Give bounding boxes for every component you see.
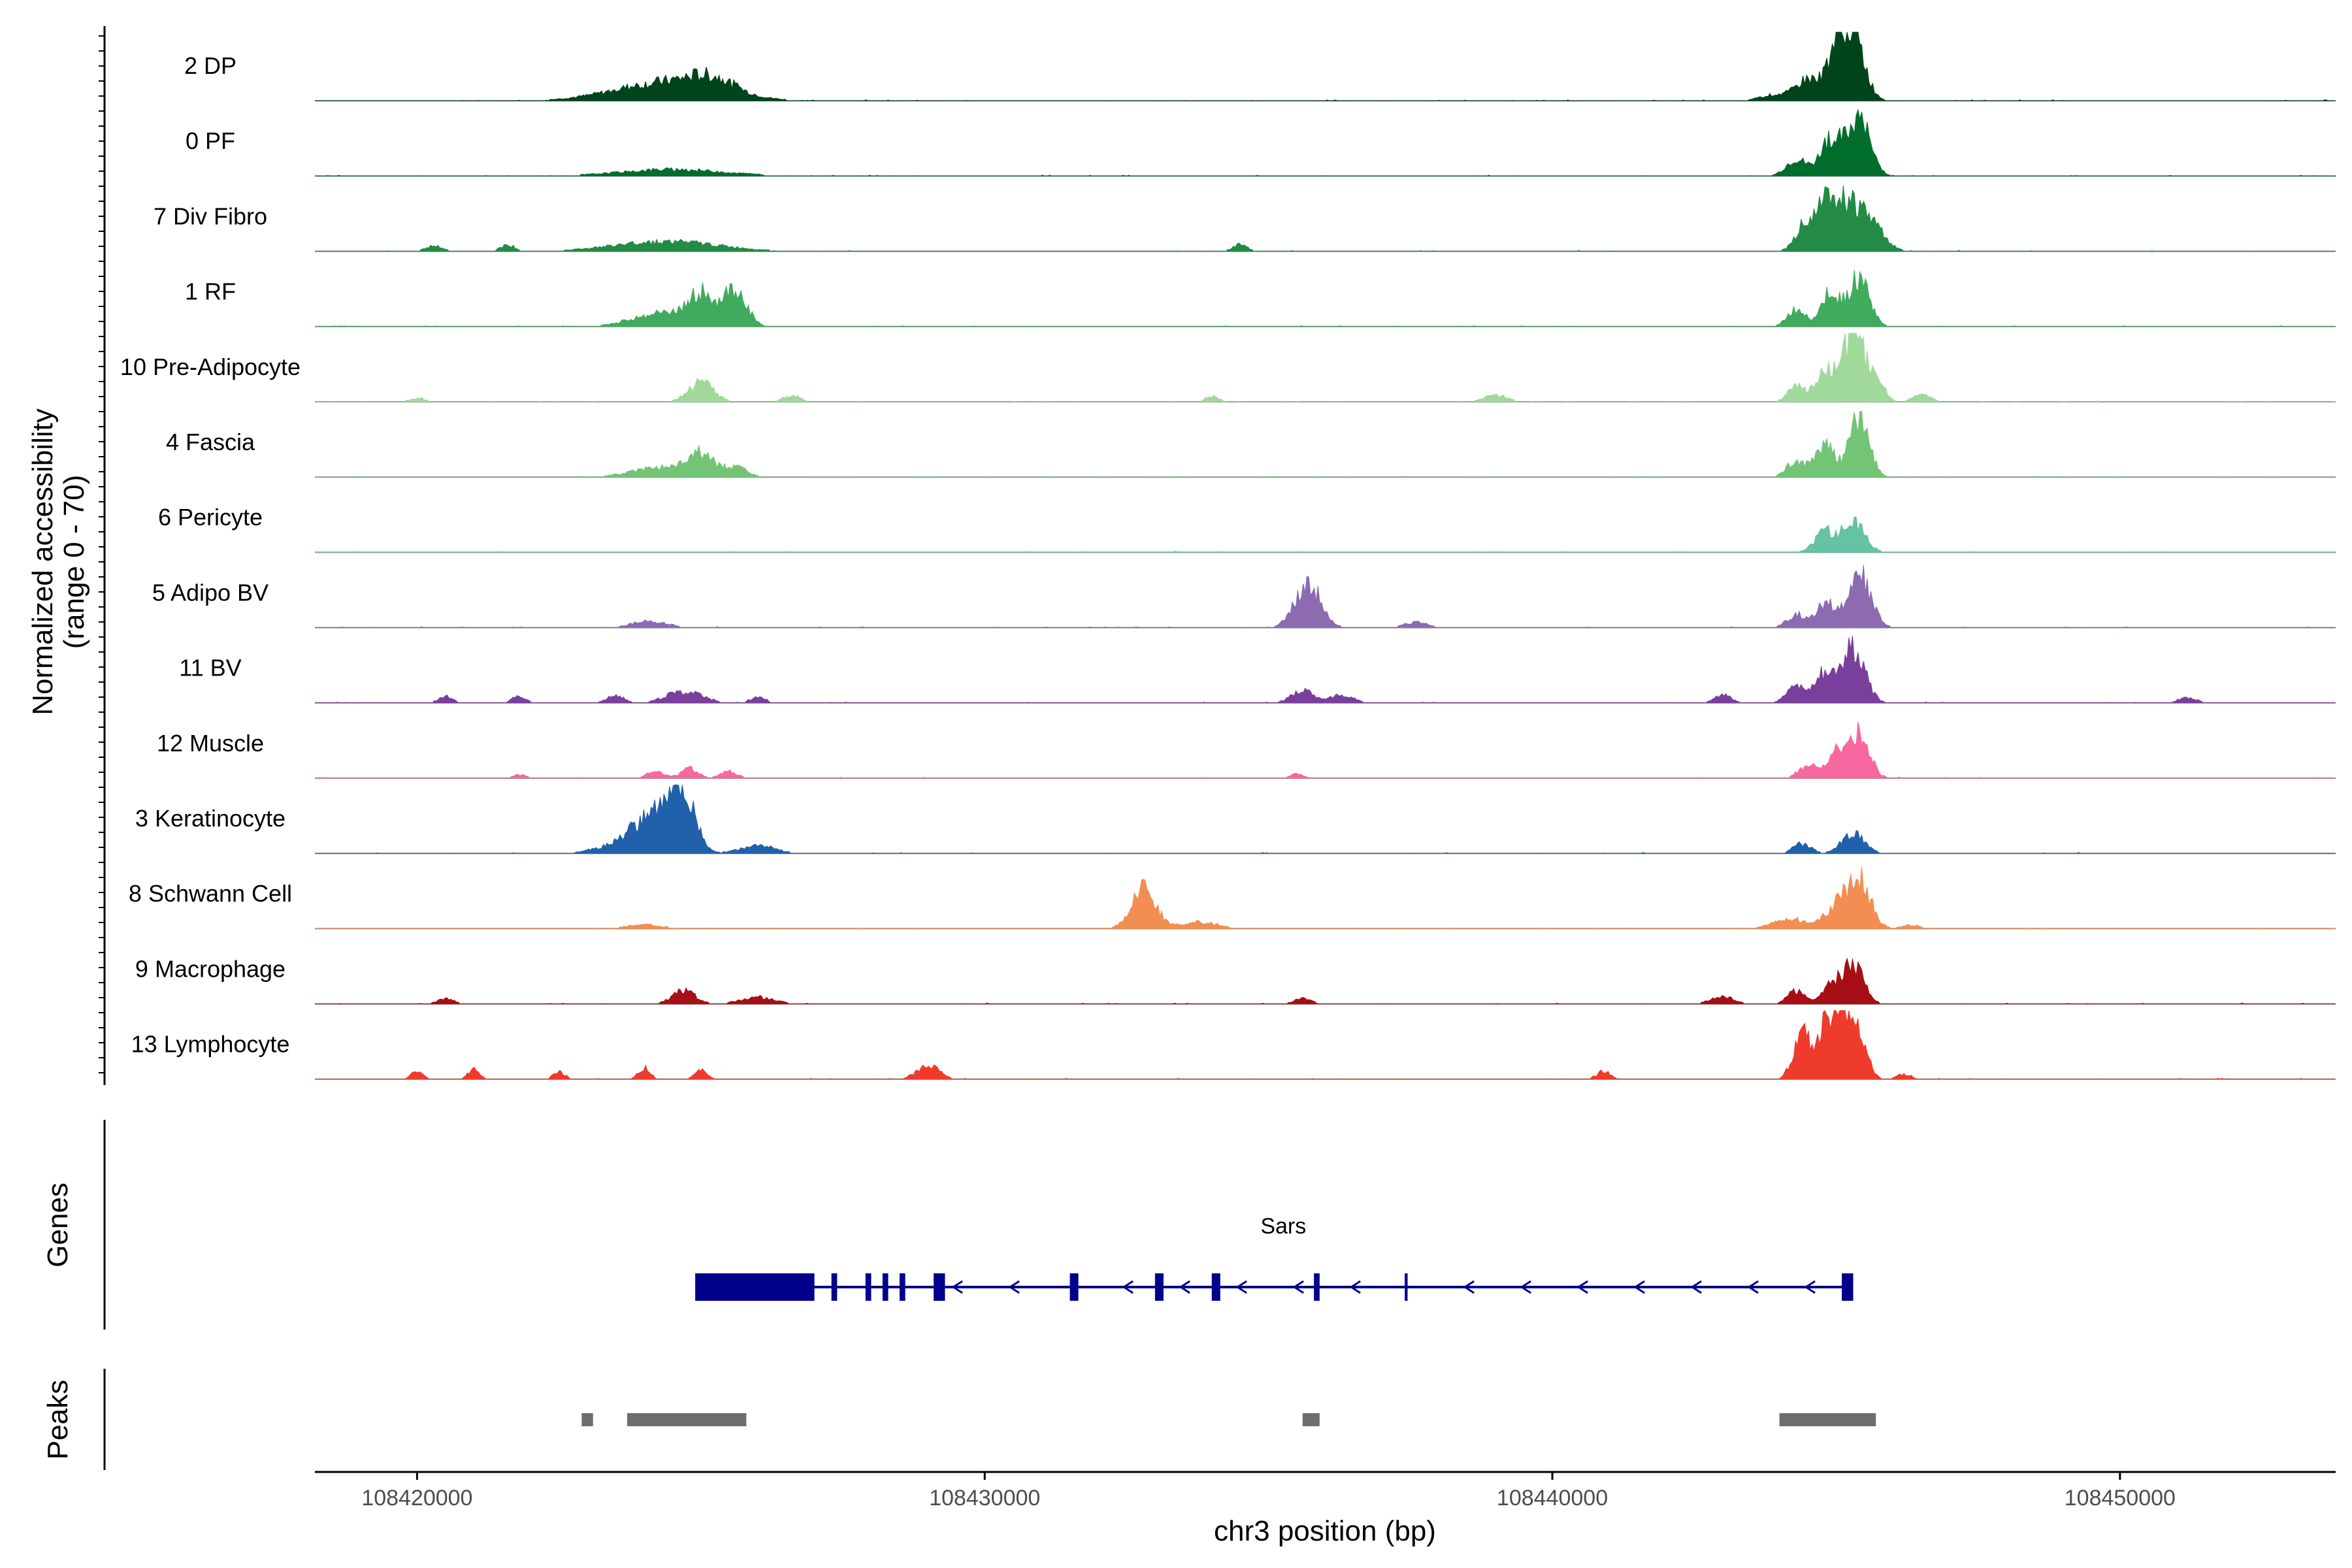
gene-exon: [1154, 1273, 1164, 1301]
track-label: 12 Muscle: [157, 730, 264, 757]
track-label: 3 Keratinocyte: [135, 805, 286, 832]
peak-region: [627, 1413, 747, 1426]
x-axis-title: chr3 position (bp): [1214, 1515, 1436, 1547]
coverage-area: [315, 109, 2336, 176]
gene-exon: [831, 1273, 838, 1301]
strand-arrow: [1179, 1280, 1190, 1294]
gene-exon: [1211, 1273, 1220, 1301]
track-label: 10 Pre-Adipocyte: [120, 353, 301, 380]
coverage-area: [315, 784, 2336, 854]
x-axis: 108420000 108430000 108440000 108450000: [315, 1471, 2336, 1511]
coverage-area: [315, 636, 2336, 704]
track-label: 0 PF: [186, 127, 235, 154]
x-tick-label: 108420000: [361, 1486, 472, 1511]
y-axis-range: (range 0 - 70): [58, 475, 90, 649]
strand-arrow: [1520, 1280, 1531, 1294]
track-labels: 2 DP 0 PF 7 Div Fibro 1 RF 10 Pre-Adipocyte 4…: [120, 52, 301, 1058]
coverage-area: [315, 1009, 2336, 1080]
strand-arrow: [1008, 1280, 1020, 1294]
strand-arrow: [1576, 1280, 1588, 1294]
strand-arrow: [1804, 1280, 1816, 1294]
strand-arrow: [1633, 1280, 1645, 1294]
peak-region: [1779, 1413, 1876, 1426]
gene-exon: [899, 1273, 906, 1301]
peaks-panel-label: Peaks: [42, 1380, 74, 1460]
coverage-area: [315, 410, 2336, 478]
x-tick-label: 108450000: [2065, 1486, 2176, 1511]
strand-arrow: [1292, 1280, 1304, 1294]
track-label: 9 Macrophage: [135, 955, 286, 982]
gene-model: [695, 1273, 1854, 1301]
coverage-area: [315, 721, 2336, 779]
gene-exon: [1070, 1273, 1079, 1301]
coverage-area: [315, 866, 2336, 929]
track-label: 1 RF: [185, 278, 236, 305]
strand-arrow: [1349, 1280, 1361, 1294]
coverage-area: [315, 31, 2336, 101]
x-tick-label: 108430000: [929, 1486, 1040, 1511]
gene-exon: [882, 1273, 889, 1301]
gene-exon: [695, 1273, 815, 1301]
track-label: 6 Pericyte: [158, 504, 263, 531]
gene-exon: [1405, 1273, 1408, 1301]
track-label: 2 DP: [184, 52, 237, 79]
peak-region: [581, 1413, 593, 1426]
y-axis-title: Normalized accessibility: [27, 408, 59, 715]
gene-exon: [1842, 1273, 1854, 1301]
peaks-panel: Peaks: [42, 1369, 1876, 1470]
peak-rects: [581, 1413, 1876, 1426]
strand-arrow: [1690, 1280, 1702, 1294]
coverage-area: [315, 270, 2336, 327]
coverage-tracks: [315, 31, 2336, 1080]
track-label: 13 Lymphocyte: [131, 1031, 290, 1058]
strand-arrow: [1463, 1280, 1475, 1294]
strand-arrow: [1235, 1280, 1247, 1294]
x-tick-label: 108440000: [1497, 1486, 1608, 1511]
genes-panel: Genes Sars: [42, 1120, 1854, 1330]
strand-arrow: [951, 1280, 963, 1294]
coverage-area: [315, 957, 2336, 1005]
left-axis: [99, 26, 106, 1085]
gene-exon: [934, 1273, 945, 1301]
track-label: 8 Schwann Cell: [129, 880, 292, 907]
gene-exon: [1314, 1273, 1320, 1301]
x-axis-ticks: 108420000 108430000 108440000 108450000: [361, 1472, 2176, 1511]
left-axis-ticks: [99, 35, 105, 1073]
track-label: 4 Fascia: [166, 429, 255, 455]
coverage-area: [315, 333, 2336, 402]
coverage-area: [315, 185, 2336, 252]
track-label: 5 Adipo BV: [152, 579, 269, 606]
track-label: 7 Div Fibro: [154, 203, 267, 229]
gene-name-label: Sars: [1260, 1214, 1306, 1239]
strand-arrow: [1122, 1280, 1134, 1294]
coverage-area: [315, 516, 2336, 553]
strand-arrow: [1747, 1280, 1759, 1294]
track-label: 11 BV: [179, 655, 241, 681]
coverage-area: [315, 564, 2336, 629]
genes-panel-label: Genes: [42, 1183, 74, 1267]
gene-exon: [865, 1273, 872, 1301]
peak-region: [1302, 1413, 1320, 1426]
